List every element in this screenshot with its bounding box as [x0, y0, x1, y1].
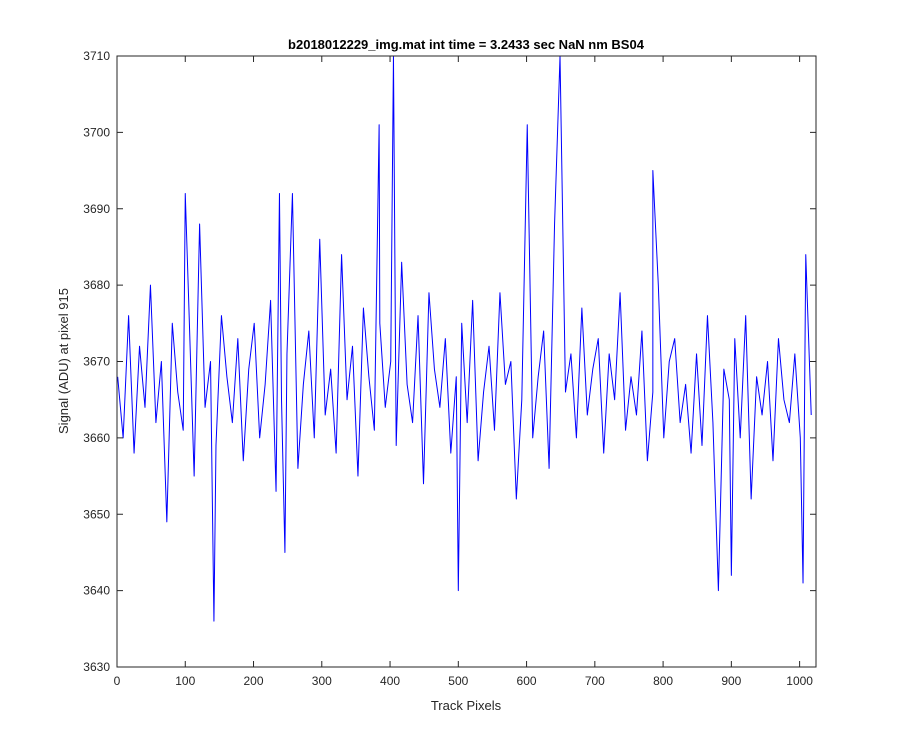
- y-tick-label: 3670: [83, 355, 110, 369]
- x-tick-label: 200: [244, 674, 264, 688]
- x-tick-label: 500: [448, 674, 468, 688]
- y-tick-label: 3690: [83, 202, 110, 216]
- x-axis-label: Track Pixels: [431, 698, 502, 713]
- plot-area: [117, 56, 816, 667]
- signal-series-line: [117, 55, 812, 622]
- x-tick-label: 600: [517, 674, 537, 688]
- x-tick-label: 300: [312, 674, 332, 688]
- x-tick-label: 100: [175, 674, 195, 688]
- chart-title: b2018012229_img.mat int time = 3.2433 se…: [288, 37, 645, 52]
- x-tick-label: 0: [114, 674, 121, 688]
- y-tick-label: 3660: [83, 431, 110, 445]
- y-tick-label: 3680: [83, 278, 110, 292]
- x-tick-label: 1000: [786, 674, 813, 688]
- y-axis-ticks: 3630 3640 3650 3660 3670 3680 3690 3700 3710: [83, 49, 816, 674]
- y-axis-label: Signal (ADU) at pixel 915: [56, 288, 71, 434]
- y-tick-label: 3700: [83, 125, 110, 139]
- x-tick-label: 800: [653, 674, 673, 688]
- y-tick-label: 3640: [83, 584, 110, 598]
- x-axis-ticks: 0 100 200 300 400 500 600 700 800 900 1000: [114, 56, 813, 688]
- series-layer: [117, 55, 812, 622]
- x-tick-label: 900: [721, 674, 741, 688]
- y-tick-label: 3630: [83, 660, 110, 674]
- x-tick-label: 700: [585, 674, 605, 688]
- y-tick-label: 3650: [83, 507, 110, 521]
- y-tick-label: 3710: [83, 49, 110, 63]
- x-tick-label: 400: [380, 674, 400, 688]
